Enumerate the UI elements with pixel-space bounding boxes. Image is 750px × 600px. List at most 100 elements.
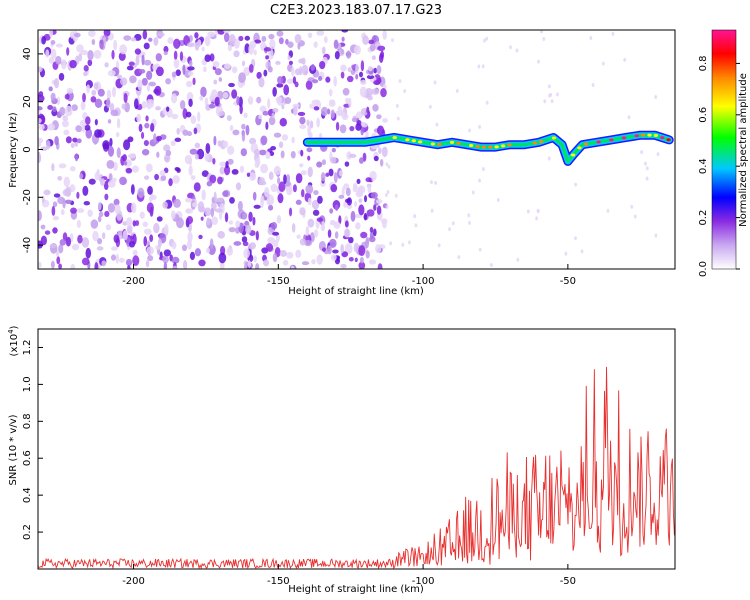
noise-blob	[391, 38, 394, 43]
noise-blob	[173, 38, 181, 49]
noise-blob	[338, 194, 345, 199]
noise-blob	[305, 80, 313, 90]
noise-blob	[83, 201, 91, 206]
noise-blob	[290, 150, 296, 159]
noise-blob	[320, 106, 329, 116]
noise-blob	[214, 208, 223, 213]
noise-blob	[99, 39, 104, 50]
signal-hotspot	[481, 145, 487, 149]
noise-blob	[263, 47, 272, 52]
noise-blob	[330, 254, 337, 262]
snr-series-line	[38, 366, 675, 569]
noise-blob	[114, 204, 121, 214]
noise-blob	[540, 30, 543, 34]
noise-blob	[369, 44, 376, 52]
noise-blob	[194, 248, 202, 257]
noise-blob	[434, 180, 438, 185]
noise-blob	[119, 44, 128, 55]
noise-blob	[219, 166, 225, 175]
noise-blob	[268, 204, 274, 211]
noise-blob	[275, 96, 283, 104]
noise-blob	[376, 64, 382, 75]
noise-blob	[172, 175, 180, 184]
noise-blob	[170, 210, 176, 220]
noise-blob	[574, 182, 578, 187]
signal-hotspot	[456, 141, 461, 145]
noise-blob	[58, 72, 65, 81]
signal-hotspot	[532, 141, 538, 145]
noise-blob	[59, 106, 66, 116]
noise-blob	[125, 167, 133, 174]
noise-blob	[55, 43, 64, 48]
noise-blob	[229, 124, 234, 131]
noise-blob	[141, 77, 148, 86]
noise-blob	[276, 215, 282, 224]
noise-blob	[75, 125, 83, 133]
noise-blob	[160, 174, 167, 182]
noise-blob	[73, 32, 81, 38]
noise-blob	[65, 186, 72, 198]
spectrogram-y-tick-label: -40	[22, 237, 33, 253]
noise-blob	[269, 39, 276, 50]
noise-blob	[485, 100, 489, 105]
noise-blob	[350, 69, 356, 75]
noise-blob	[190, 115, 197, 124]
noise-blob	[542, 36, 546, 41]
noise-blob	[330, 156, 337, 164]
colorbar-tick-label: 0.8	[698, 55, 709, 71]
snr-y-tick-label: 0.4	[22, 487, 33, 503]
noise-blob	[146, 70, 153, 81]
noise-blob	[276, 83, 284, 88]
noise-blob	[340, 263, 347, 269]
noise-blob	[377, 263, 383, 269]
noise-blob	[243, 112, 248, 119]
signal-hotspot	[411, 139, 417, 143]
snr-x-axis-label: Height of straight line (km)	[288, 584, 424, 595]
noise-blob	[96, 246, 104, 251]
noise-blob	[222, 140, 229, 148]
noise-blob	[379, 159, 384, 167]
noise-blob	[477, 64, 481, 69]
noise-blob	[48, 86, 53, 92]
noise-blob	[265, 55, 269, 60]
noise-blob	[208, 244, 216, 256]
signal-hotspot	[418, 140, 423, 144]
noise-blob	[253, 255, 257, 263]
noise-blob	[266, 200, 271, 206]
noise-blob	[171, 113, 179, 120]
noise-blob	[341, 251, 349, 258]
noise-blob	[50, 40, 56, 45]
noise-blob	[640, 150, 643, 155]
noise-blob	[194, 153, 199, 160]
noise-blob	[139, 211, 145, 219]
noise-blob	[294, 81, 299, 88]
noise-blob	[325, 76, 331, 83]
noise-blob	[40, 235, 48, 246]
noise-blob	[38, 66, 43, 73]
noise-blob	[281, 134, 289, 141]
noise-blob	[148, 196, 153, 202]
noise-blob	[156, 216, 163, 222]
noise-blob	[71, 104, 78, 112]
noise-blob	[373, 204, 377, 211]
noise-blob	[367, 65, 373, 72]
noise-blob	[368, 259, 377, 265]
snr-ticks: -200 -150 -100 -50 0.2 0.4 0.6 0.8 1.0 1.2	[22, 340, 576, 587]
noise-blob	[45, 140, 51, 150]
noise-blob	[45, 49, 50, 58]
noise-blob	[536, 209, 540, 214]
noise-blob	[455, 89, 459, 94]
noise-blob	[306, 147, 313, 153]
noise-blob	[59, 239, 67, 246]
noise-blob	[320, 172, 326, 182]
noise-blob	[313, 190, 319, 196]
noise-blob	[288, 207, 293, 217]
noise-blob	[267, 66, 273, 73]
noise-blob	[219, 261, 225, 269]
noise-blob	[340, 111, 346, 117]
noise-blob	[451, 221, 455, 226]
noise-blob	[164, 224, 169, 235]
noise-blob	[122, 154, 127, 162]
noise-blob	[509, 45, 512, 50]
noise-blob	[98, 211, 104, 218]
